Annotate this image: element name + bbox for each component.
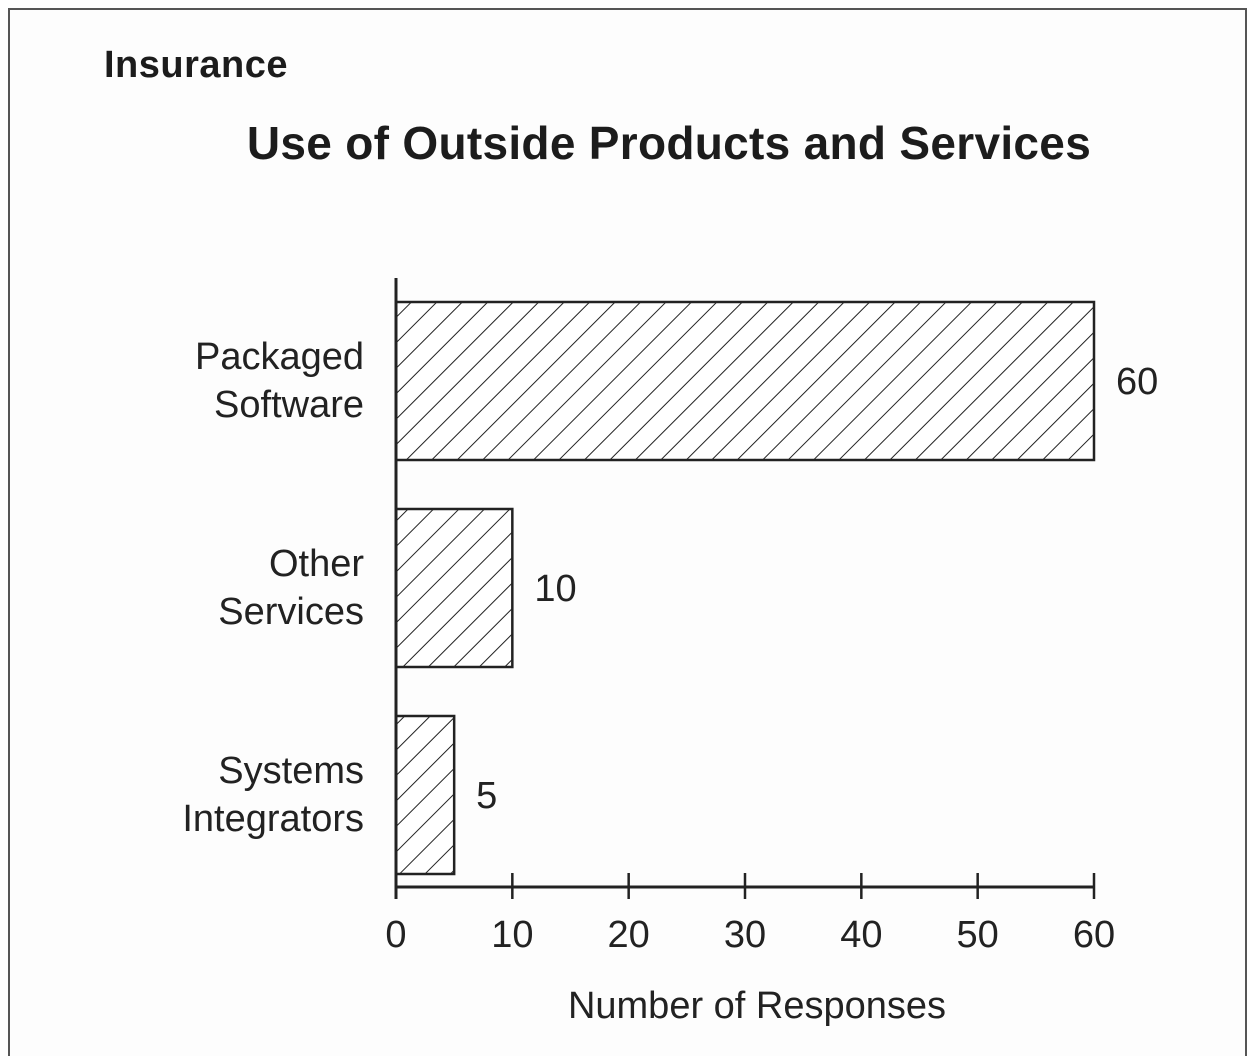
x-tick-label: 0	[385, 914, 406, 956]
x-tick-label: 40	[840, 914, 882, 956]
category-label: Other	[269, 543, 364, 585]
x-tick-label: 60	[1073, 914, 1115, 956]
bar	[394, 300, 1096, 462]
chart-title: Use of Outside Products and Services	[246, 117, 1092, 169]
category-label: Integrators	[182, 798, 364, 840]
x-tick-label: 30	[724, 914, 766, 956]
category-label: Software	[214, 384, 364, 426]
x-tick-label: 50	[957, 914, 999, 956]
category-label: Services	[218, 591, 364, 633]
x-axis-title: Number of Responses	[568, 985, 946, 1027]
category-label: Systems	[218, 750, 364, 792]
data-label: 5	[476, 775, 497, 817]
bar	[394, 507, 514, 669]
section-label: Insurance	[104, 44, 289, 86]
x-tick-label: 20	[608, 914, 650, 956]
data-label: 60	[1116, 361, 1158, 403]
bar	[394, 714, 456, 876]
x-tick-label: 10	[491, 914, 533, 956]
category-label: Packaged	[195, 336, 364, 378]
data-label: 10	[534, 568, 576, 610]
